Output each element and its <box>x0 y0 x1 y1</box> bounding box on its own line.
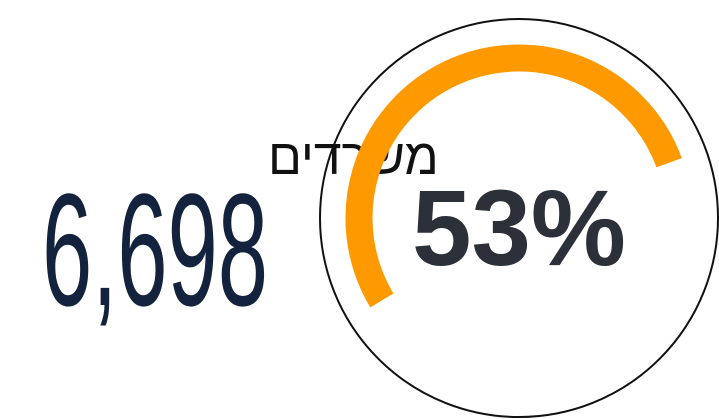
gauge-label: 53% <box>412 167 626 288</box>
gauge-arc <box>345 44 682 308</box>
stat-value: 6,698 <box>42 160 268 339</box>
gauge-circle <box>319 18 719 418</box>
